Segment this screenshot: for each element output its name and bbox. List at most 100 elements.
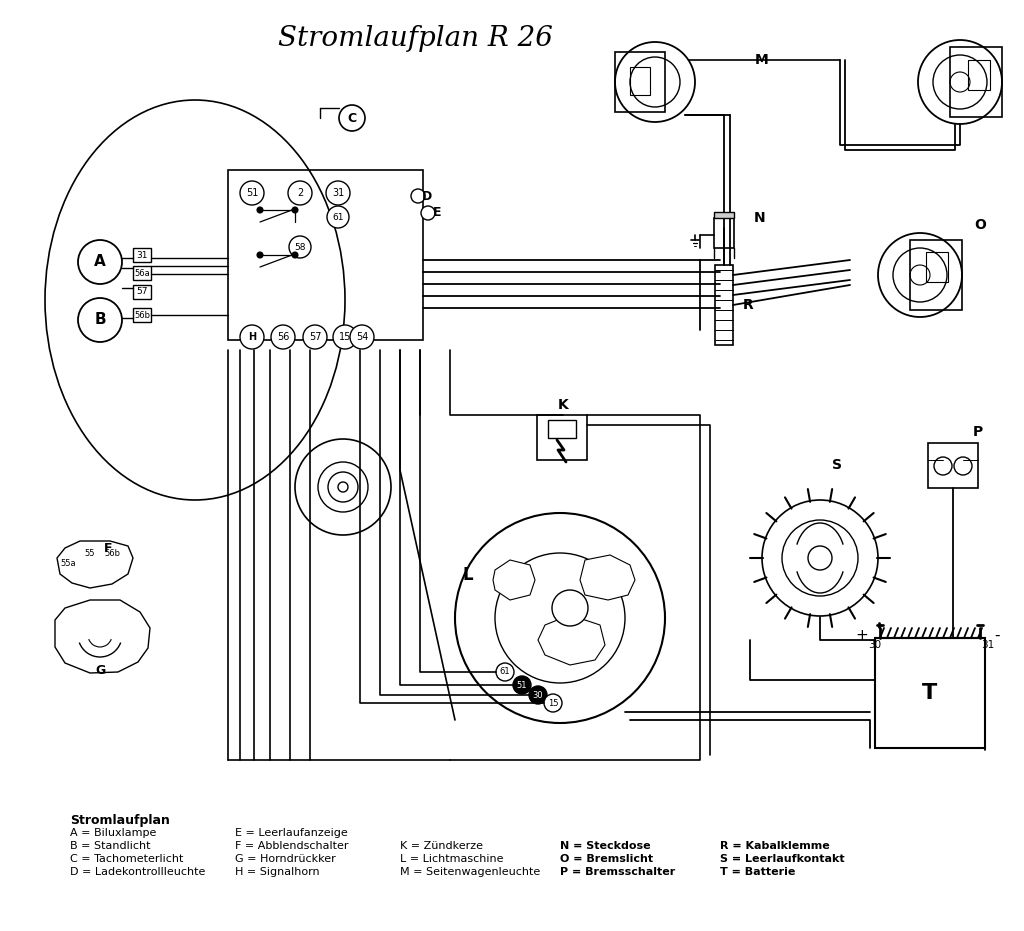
Bar — [714, 212, 734, 218]
Text: T = Batterie: T = Batterie — [720, 867, 796, 877]
Circle shape — [327, 206, 349, 228]
Bar — [714, 218, 734, 248]
Text: E = Leerlaufanzeige: E = Leerlaufanzeige — [234, 828, 348, 838]
Text: H: H — [248, 332, 256, 342]
Circle shape — [421, 206, 435, 220]
Circle shape — [411, 189, 425, 203]
Text: A: A — [94, 254, 105, 269]
Bar — [715, 265, 733, 345]
Bar — [133, 285, 151, 299]
Text: K: K — [558, 398, 568, 412]
Text: 51: 51 — [517, 681, 527, 690]
Text: 57: 57 — [309, 332, 322, 342]
Circle shape — [918, 40, 1002, 124]
Circle shape — [496, 663, 514, 681]
Text: 30: 30 — [868, 640, 882, 650]
Text: 56b: 56b — [134, 311, 150, 319]
Text: +: + — [856, 627, 868, 642]
Circle shape — [615, 42, 695, 122]
Bar — [874, 638, 985, 748]
Polygon shape — [538, 615, 605, 665]
Text: P = Bremsschalter: P = Bremsschalter — [560, 867, 675, 877]
Polygon shape — [55, 600, 150, 673]
Text: A = Biluxlampe: A = Biluxlampe — [70, 828, 157, 838]
Text: O: O — [974, 218, 986, 232]
Text: E: E — [433, 207, 441, 220]
Text: 54: 54 — [355, 332, 369, 342]
Circle shape — [271, 325, 295, 349]
Polygon shape — [57, 541, 133, 588]
Text: 31: 31 — [136, 250, 147, 260]
Circle shape — [513, 676, 531, 694]
Text: 30: 30 — [532, 691, 544, 699]
Text: D = Ladekontrollleuchte: D = Ladekontrollleuchte — [70, 867, 206, 877]
Text: 15: 15 — [548, 698, 558, 708]
Bar — [968, 60, 990, 90]
Bar — [615, 52, 665, 112]
Bar — [228, 170, 423, 340]
Text: F = Abblendschalter: F = Abblendschalter — [234, 841, 348, 851]
Bar — [910, 240, 962, 310]
Text: N = Steckdose: N = Steckdose — [560, 841, 650, 851]
Text: M = Seitenwagenleuchte: M = Seitenwagenleuchte — [400, 867, 541, 877]
Text: 61: 61 — [332, 212, 344, 222]
Circle shape — [933, 55, 987, 109]
Text: P: P — [973, 425, 983, 439]
Text: D: D — [422, 190, 432, 203]
Text: 55: 55 — [85, 549, 95, 559]
Text: B: B — [94, 313, 105, 328]
Circle shape — [78, 240, 122, 284]
Circle shape — [288, 181, 312, 205]
Circle shape — [295, 439, 391, 535]
Circle shape — [289, 236, 311, 258]
Circle shape — [240, 325, 264, 349]
Circle shape — [762, 500, 878, 616]
Bar — [950, 47, 1002, 117]
Bar — [630, 67, 650, 95]
Circle shape — [326, 181, 350, 205]
Circle shape — [893, 248, 947, 302]
Text: C = Tachometerlicht: C = Tachometerlicht — [70, 854, 183, 864]
Text: 31: 31 — [332, 188, 344, 198]
Bar — [133, 248, 151, 262]
Circle shape — [878, 233, 962, 317]
Circle shape — [292, 207, 298, 213]
Text: G = Horndrückker: G = Horndrückker — [234, 854, 336, 864]
Text: 55a: 55a — [60, 559, 76, 568]
Circle shape — [808, 546, 831, 570]
Text: K = Zündkerze: K = Zündkerze — [400, 841, 483, 851]
Text: R: R — [742, 298, 754, 312]
Bar — [926, 252, 948, 282]
Circle shape — [544, 694, 562, 712]
Text: 51: 51 — [246, 188, 258, 198]
Text: 56a: 56a — [134, 268, 150, 277]
Circle shape — [78, 298, 122, 342]
Text: S = Leerlaufkontakt: S = Leerlaufkontakt — [720, 854, 845, 864]
Circle shape — [257, 252, 263, 258]
Text: R = Kabalklemme: R = Kabalklemme — [720, 841, 829, 851]
Text: 61: 61 — [500, 668, 510, 677]
Circle shape — [333, 325, 357, 349]
Text: 56: 56 — [276, 332, 289, 342]
Text: -: - — [994, 627, 999, 642]
Text: N: N — [755, 211, 766, 225]
Bar — [537, 415, 587, 460]
Bar — [928, 443, 978, 488]
Text: M: M — [755, 53, 769, 67]
Text: Stromlaufplan R 26: Stromlaufplan R 26 — [278, 24, 552, 51]
Text: 57: 57 — [136, 288, 147, 296]
Circle shape — [950, 72, 970, 92]
Circle shape — [529, 686, 547, 704]
Text: 58: 58 — [294, 242, 306, 251]
Text: O = Bremslicht: O = Bremslicht — [560, 854, 653, 864]
Polygon shape — [580, 555, 635, 600]
Text: 15: 15 — [339, 332, 351, 342]
Circle shape — [257, 207, 263, 213]
Text: C: C — [347, 112, 356, 125]
Circle shape — [292, 252, 298, 258]
Text: Stromlaufplan: Stromlaufplan — [70, 814, 170, 827]
Text: L = Lichtmaschine: L = Lichtmaschine — [400, 854, 504, 864]
Circle shape — [782, 520, 858, 596]
Circle shape — [934, 457, 952, 475]
Circle shape — [350, 325, 374, 349]
